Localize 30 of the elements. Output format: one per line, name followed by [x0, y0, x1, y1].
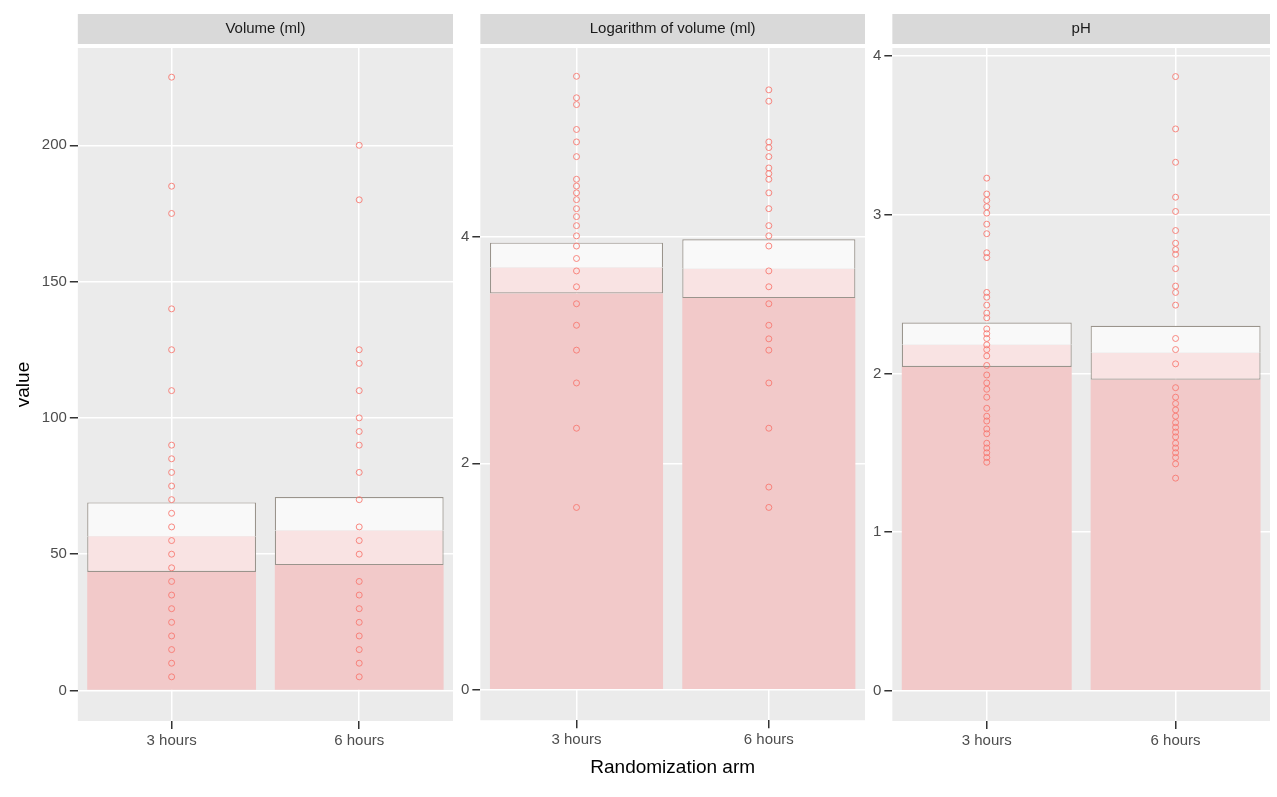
x-tick-label: 6 hours [1150, 731, 1201, 749]
bar [489, 293, 664, 689]
bar [87, 571, 257, 690]
y-tick-label: 1 [873, 522, 882, 540]
x-tick-label: 3 hours [146, 731, 197, 749]
chart-title: Volume (ml) [225, 19, 306, 37]
bar [901, 367, 1072, 691]
x-axis-title: Randomization arm [590, 755, 756, 777]
chart-title: Logarithm of volume (ml) [589, 19, 756, 37]
x-tick-label: 6 hours [334, 731, 385, 749]
chart-title: pH [1071, 19, 1091, 37]
y-tick-label: 150 [41, 271, 67, 289]
bar [274, 565, 444, 690]
y-tick-label: 0 [461, 679, 470, 697]
x-tick-label: 3 hours [961, 731, 1012, 749]
y-tick-label: 4 [873, 46, 882, 64]
x-tick-label: 3 hours [551, 730, 602, 748]
bar [682, 298, 856, 689]
y-tick-label: 100 [41, 408, 67, 426]
y-tick-label: 3 [873, 204, 882, 222]
y-tick-label: 0 [58, 680, 67, 698]
x-tick-label: 6 hours [743, 730, 794, 748]
y-axis-title: value [11, 361, 33, 408]
y-tick-label: 2 [461, 453, 470, 471]
y-tick-label: 4 [461, 227, 470, 245]
y-tick-label: 50 [50, 544, 67, 562]
bar [1090, 379, 1261, 691]
y-tick-label: 0 [873, 680, 882, 698]
y-tick-label: 2 [873, 363, 882, 381]
y-tick-label: 200 [41, 135, 67, 153]
